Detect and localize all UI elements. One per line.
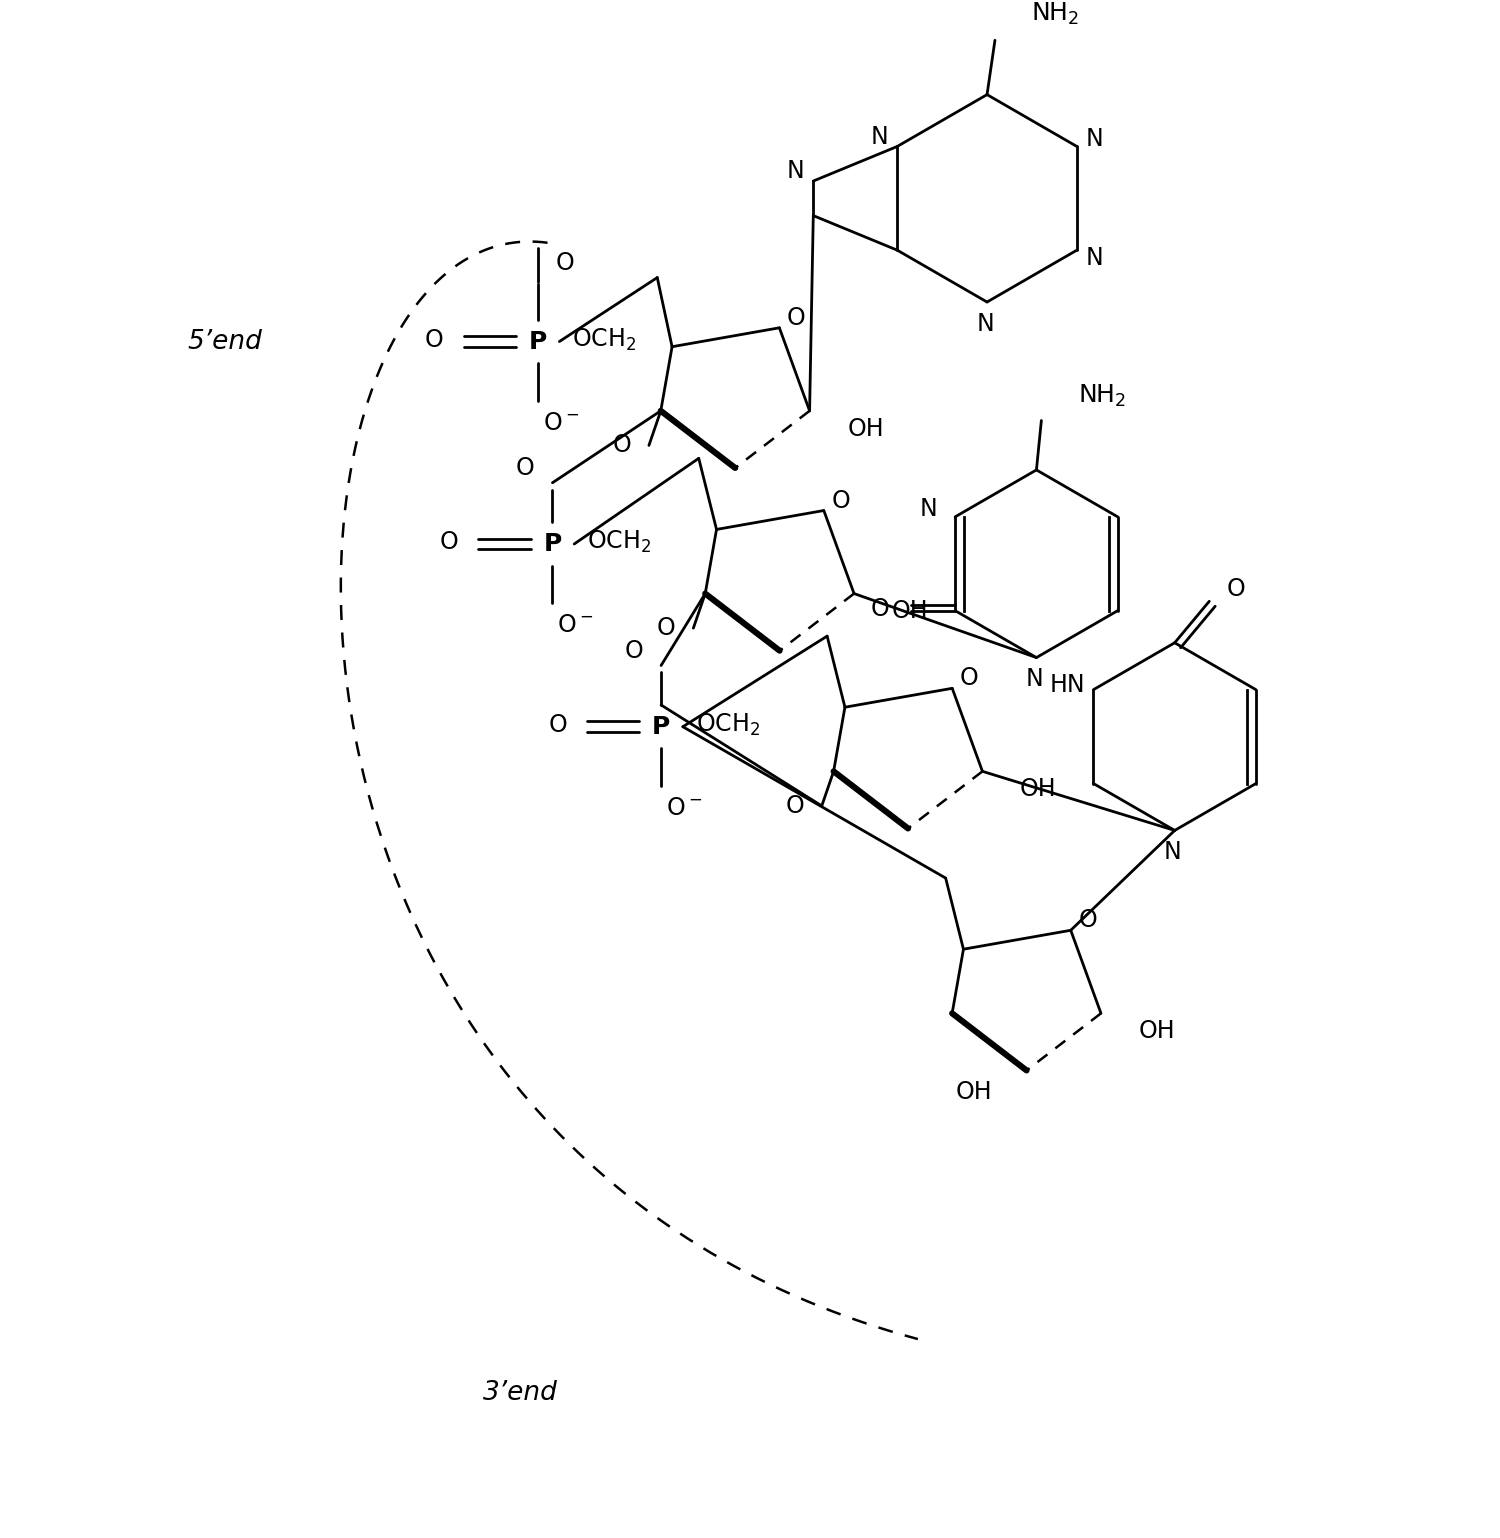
- Text: OH: OH: [891, 600, 928, 623]
- Text: NH$_2$: NH$_2$: [1078, 383, 1126, 409]
- Text: O$^-$: O$^-$: [558, 614, 594, 637]
- Text: O: O: [440, 531, 459, 554]
- Text: O: O: [870, 597, 889, 621]
- Text: HN: HN: [1050, 672, 1086, 697]
- Text: 5’end: 5’end: [188, 329, 262, 355]
- Text: N: N: [1086, 246, 1104, 271]
- Text: O: O: [549, 712, 567, 737]
- Text: P: P: [652, 715, 670, 738]
- Text: O: O: [516, 455, 534, 480]
- Text: O$^-$: O$^-$: [543, 411, 579, 435]
- Text: O: O: [831, 489, 850, 512]
- Text: N: N: [1086, 126, 1104, 151]
- Text: O: O: [555, 251, 574, 274]
- Text: O: O: [1078, 909, 1096, 932]
- Text: N: N: [786, 158, 804, 183]
- Text: OH: OH: [1138, 1020, 1174, 1043]
- Text: 3’end: 3’end: [483, 1381, 558, 1406]
- Text: O: O: [624, 638, 644, 663]
- Text: OH: OH: [847, 417, 883, 440]
- Text: OCH$_2$: OCH$_2$: [586, 529, 651, 555]
- Text: O: O: [788, 306, 806, 331]
- Text: O: O: [784, 794, 804, 818]
- Text: O: O: [657, 617, 675, 640]
- Text: N: N: [976, 312, 994, 335]
- Text: OH: OH: [956, 1080, 992, 1104]
- Text: O: O: [960, 666, 978, 691]
- Text: OCH$_2$: OCH$_2$: [572, 326, 636, 352]
- Text: O$^-$: O$^-$: [666, 795, 702, 820]
- Text: P: P: [543, 532, 561, 557]
- Text: OCH$_2$: OCH$_2$: [696, 712, 759, 738]
- Text: N: N: [870, 125, 888, 149]
- Text: O: O: [1227, 577, 1246, 601]
- Text: P: P: [528, 329, 548, 354]
- Text: O: O: [612, 434, 632, 457]
- Text: N: N: [1164, 840, 1182, 864]
- Text: O: O: [424, 328, 444, 352]
- Text: N: N: [920, 497, 938, 521]
- Text: NH$_2$: NH$_2$: [1032, 0, 1080, 26]
- Text: N: N: [1026, 667, 1044, 691]
- Text: OH: OH: [1020, 777, 1056, 801]
